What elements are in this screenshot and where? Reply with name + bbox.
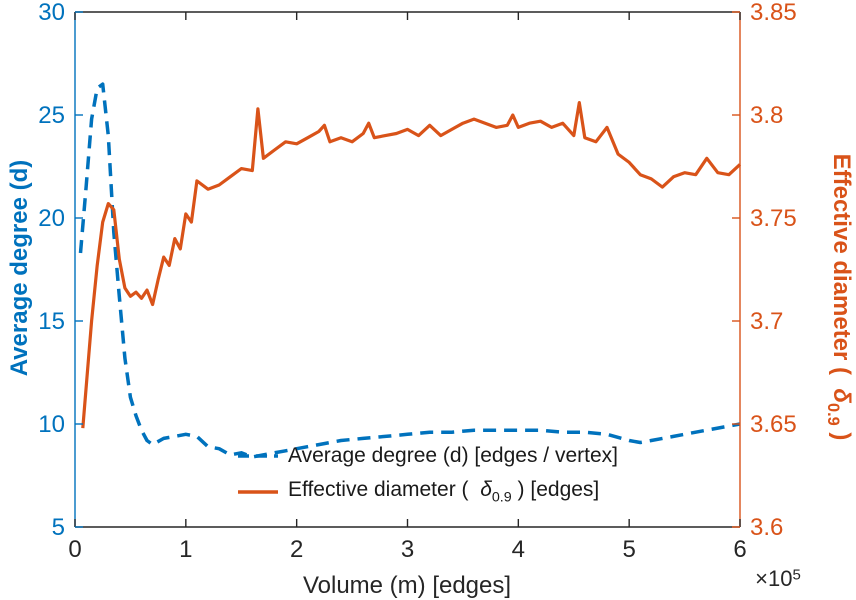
right-y-tick-label: 3.7 xyxy=(750,308,783,335)
right-y-axis-label: Effective diameter ( δ0.9 ) xyxy=(823,154,855,441)
x-axis-label: Volume (m) [edges] xyxy=(302,572,512,599)
left-y-axis-label: Average degree (d) xyxy=(6,159,33,377)
legend: Average degree (d) [edges / vertex] Effe… xyxy=(238,438,618,510)
x-tick-label: 3 xyxy=(401,536,414,563)
right-y-tick-label: 3.6 xyxy=(750,514,783,541)
legend-label-average-degree: Average degree (d) [edges / vertex] xyxy=(288,444,618,467)
left-y-tick-label: 5 xyxy=(52,514,65,541)
left-y-tick-label: 30 xyxy=(38,0,65,26)
delta-symbol: δ xyxy=(828,388,856,404)
left-y-tick-label: 20 xyxy=(38,205,65,232)
right-y-tick-label: 3.8 xyxy=(750,102,783,129)
x-axis-exponent-multiplier: ×105 xyxy=(755,566,801,592)
right-y-tick-label: 3.85 xyxy=(750,0,797,26)
x-tick-label: 1 xyxy=(179,536,192,563)
legend-sample-solid-line xyxy=(238,490,278,494)
right-y-axis-label-prefix: Effective diameter ( xyxy=(828,153,856,389)
legend-entry-average-degree: Average degree (d) [edges / vertex] xyxy=(238,438,618,474)
series-left xyxy=(78,82,741,459)
x-tick-label: 2 xyxy=(290,536,303,563)
legend-label-effective-diameter: Effective diameter ( δ0.9 ) [edges] xyxy=(288,478,600,506)
x-tick-label: 0 xyxy=(68,536,81,563)
left-y-tick-label: 10 xyxy=(38,411,65,438)
series-right xyxy=(81,100,742,429)
delta-subscript: 0.9 xyxy=(823,403,842,426)
legend-entry-effective-diameter: Effective diameter ( δ0.9 ) [edges] xyxy=(238,474,618,510)
multiplier-base: ×10 xyxy=(755,566,793,591)
right-y-axis-label-suffix: ) xyxy=(828,425,856,441)
x-tick-label: 5 xyxy=(622,536,635,563)
left-y-tick-label: 15 xyxy=(38,308,65,335)
x-tick-label: 6 xyxy=(733,536,746,563)
right-y-tick-label: 3.75 xyxy=(750,205,797,232)
x-tick-label: 4 xyxy=(512,536,525,563)
multiplier-exponent: 5 xyxy=(792,566,801,584)
right-y-tick-label: 3.65 xyxy=(750,411,797,438)
left-y-tick-label: 25 xyxy=(38,102,65,129)
legend-sample-dashed-line xyxy=(238,454,278,458)
